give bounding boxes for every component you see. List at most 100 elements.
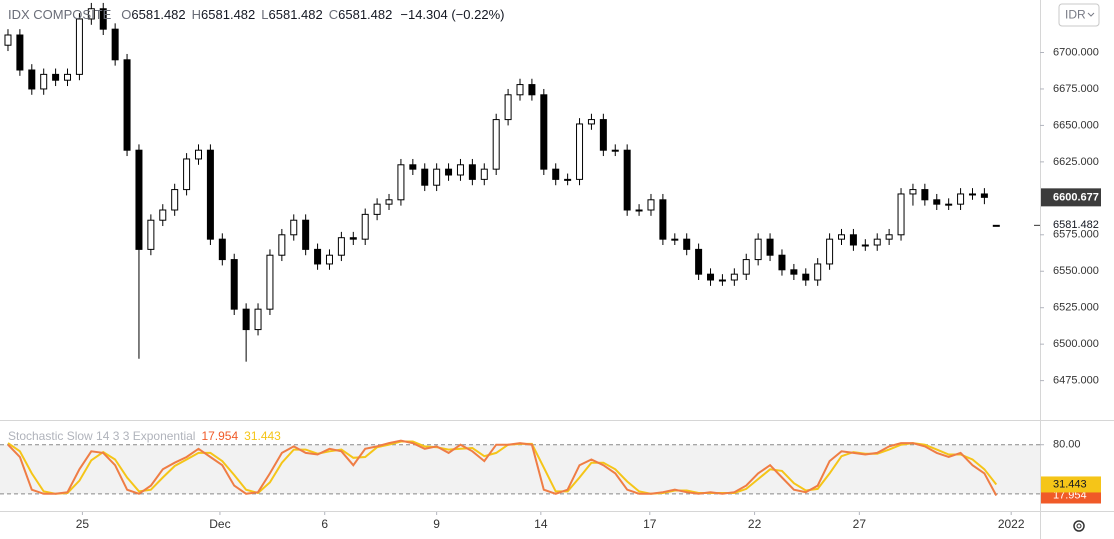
stoch-line — [7, 439, 998, 496]
indicator-value: 31.443 — [244, 429, 281, 443]
candle-body — [254, 308, 262, 331]
currency-button[interactable]: IDR — [1058, 3, 1100, 27]
candle-body — [242, 308, 250, 331]
candle-body — [623, 149, 631, 211]
value-box-label: 31.443 — [1053, 478, 1087, 490]
candle-body — [123, 59, 131, 151]
ohlc-key: O — [121, 7, 131, 22]
candle-body — [75, 18, 83, 75]
x-tick-label: 6 — [321, 517, 328, 531]
candle-body — [290, 219, 298, 236]
candle-body — [218, 238, 226, 261]
price-label: 6600.677 — [1053, 191, 1099, 203]
candle-body — [754, 238, 762, 261]
y-tick-label: 6625.000 — [1053, 156, 1099, 168]
candle-body — [16, 34, 24, 71]
price-label: 6581.482 — [1053, 219, 1099, 231]
y-tick-label: 80.00 — [1053, 439, 1081, 451]
x-tick-label: 27 — [853, 517, 867, 531]
candle-body — [564, 178, 572, 181]
candle-body — [230, 259, 238, 310]
candle-body — [576, 123, 584, 180]
candle-body — [897, 193, 905, 236]
currency-button-frame[interactable] — [1058, 3, 1100, 27]
candle-body — [206, 149, 214, 240]
candle-body — [707, 273, 715, 281]
candle-body — [838, 234, 846, 240]
candle-body — [325, 254, 333, 265]
x-tick-label: 2022 — [998, 517, 1025, 531]
candle-body — [266, 254, 274, 310]
indicator-title: Stochastic Slow 14 3 3 Exponential — [8, 429, 195, 443]
candle-body — [337, 237, 345, 256]
ohlc-value: 6581.482 — [269, 7, 323, 22]
candle-body — [349, 237, 357, 240]
candle-body — [278, 234, 286, 256]
candle-body — [802, 273, 810, 281]
candle-body — [873, 238, 881, 246]
candle-body — [135, 149, 143, 250]
x-tick-label: 17 — [643, 517, 657, 531]
candle-body — [921, 189, 929, 201]
candle-body — [314, 248, 322, 265]
y-tick-label: 6475.000 — [1053, 375, 1099, 387]
currency-label[interactable]: IDR — [1065, 8, 1086, 22]
candle-body — [409, 164, 417, 170]
gear-hub[interactable] — [1076, 523, 1082, 529]
candle-body — [647, 199, 655, 211]
candle-body — [397, 164, 405, 201]
candle-body — [599, 119, 607, 151]
gear-ring[interactable] — [1073, 520, 1085, 532]
y-tick-label: 6550.000 — [1053, 265, 1099, 277]
candle-body — [742, 259, 750, 275]
candle-body — [64, 73, 72, 81]
ohlc-value: 6581.482 — [131, 7, 185, 22]
candle-body — [861, 244, 869, 247]
ohlc-key: C — [329, 7, 338, 22]
candle-body — [945, 203, 953, 206]
candle-body — [456, 164, 464, 176]
candle-body — [159, 209, 167, 221]
candle-body — [540, 94, 548, 170]
candle-body — [421, 168, 429, 186]
candle-body — [730, 273, 738, 281]
candle-body — [4, 34, 12, 46]
candle-body — [766, 238, 774, 256]
candle-body — [790, 269, 798, 275]
y-tick-label: 6700.000 — [1053, 46, 1099, 58]
candle-body — [87, 8, 95, 20]
candle-body — [194, 149, 202, 160]
candle-body — [28, 69, 36, 90]
candle-body — [778, 254, 786, 271]
candle-body — [99, 8, 107, 30]
change: −14.304 (−0.22%) — [400, 7, 504, 22]
candle-body — [909, 189, 917, 195]
candle-body — [849, 234, 857, 246]
indicator-value: 17.954 — [201, 429, 238, 443]
chevron[interactable] — [1087, 12, 1095, 17]
x-tick-label: 9 — [433, 517, 440, 531]
candle-body — [171, 189, 179, 211]
x-tick-label: 25 — [76, 517, 90, 531]
candle-body — [826, 238, 834, 265]
candle-body — [147, 219, 155, 250]
candle-body — [587, 119, 595, 125]
x-tick-label: Dec — [209, 517, 230, 531]
candle-body — [611, 149, 619, 152]
indicator-legend: Stochastic Slow 14 3 3 Exponential 17.954… — [8, 429, 281, 443]
candle-body — [695, 248, 703, 275]
candle-body — [552, 168, 560, 180]
settings-gear[interactable] — [1073, 520, 1085, 532]
candle-body — [480, 168, 488, 180]
candle-body — [504, 94, 512, 121]
candle-body — [992, 224, 1000, 227]
candle-body — [385, 199, 393, 205]
candle-body — [528, 84, 536, 96]
candle-body — [683, 238, 691, 250]
value-box — [1041, 476, 1101, 493]
y-tick-label: 6500.000 — [1053, 338, 1099, 350]
candle-body — [957, 193, 965, 205]
candle-body — [52, 73, 60, 81]
symbol-legend: IDX COMPOSITE O6581.482 H6581.482 L6581.482… — [8, 7, 504, 22]
candle-body — [373, 203, 381, 215]
